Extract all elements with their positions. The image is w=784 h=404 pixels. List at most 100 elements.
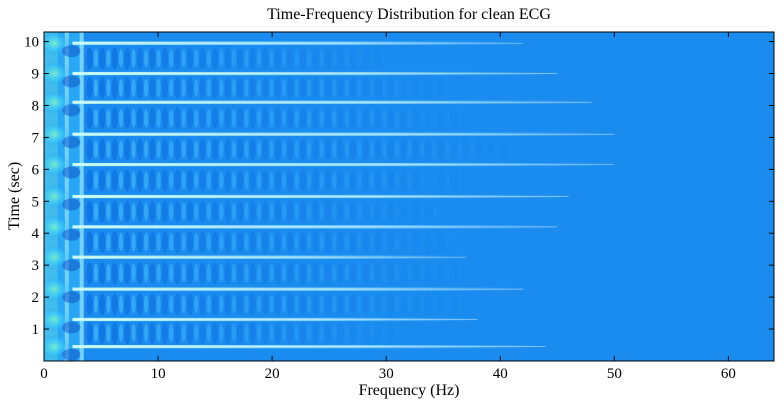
interference-cell: [161, 200, 169, 223]
interference-cell: [437, 169, 445, 192]
interference-cell-light: [244, 264, 249, 283]
interference-cell: [400, 138, 407, 161]
interference-cell: [362, 231, 369, 254]
interference-cell: [236, 47, 244, 70]
interference-cell: [362, 200, 369, 223]
interference-cell: [211, 76, 219, 99]
interference-cell: [287, 231, 294, 254]
interference-cell: [324, 47, 332, 70]
interference-cell: [400, 262, 407, 285]
interference-cell: [312, 322, 319, 345]
interference-cell: [299, 47, 307, 70]
interference-cell-light: [369, 78, 375, 97]
interference-cell-light: [231, 295, 237, 314]
interference-cell: [236, 138, 244, 161]
interference-cell: [437, 107, 445, 130]
interference-cell-light: [181, 78, 186, 97]
interference-cell: [199, 200, 206, 223]
interference-cell: [324, 200, 332, 223]
interference-cell-light: [369, 233, 375, 252]
interference-cell: [425, 76, 432, 99]
interference-cell: [224, 138, 231, 161]
interference-cell-light: [369, 109, 375, 128]
interference-cell: [450, 107, 457, 130]
interference-cell-light: [244, 233, 249, 252]
interference-cell-light: [269, 233, 274, 252]
interference-cell-light: [432, 295, 436, 313]
interference-cell-light: [256, 324, 262, 343]
interference-cell-light: [357, 78, 362, 97]
interference-cell: [337, 107, 344, 130]
interference-cell: [186, 262, 194, 285]
dc-dark-0: [62, 348, 81, 361]
interference-cell-light: [281, 109, 287, 128]
interference-cell: [387, 200, 394, 223]
interference-cell: [149, 47, 156, 70]
interference-cell: [174, 231, 181, 254]
interference-cell: [111, 200, 118, 223]
interference-cell-light: [256, 264, 262, 283]
interference-cell: [337, 47, 344, 70]
interference-cell-light: [332, 49, 337, 68]
interference-cell: [412, 262, 420, 285]
interference-cell-light: [281, 171, 287, 190]
interference-cell-light: [93, 78, 99, 97]
dc-dark-10: [62, 45, 81, 58]
interference-cell-light: [194, 202, 199, 221]
interference-cell-light: [281, 324, 287, 343]
interference-cell-light: [382, 49, 386, 67]
interference-cell: [437, 231, 445, 254]
interference-cell: [387, 138, 394, 161]
interference-cell-light: [281, 264, 287, 283]
interference-cell: [400, 200, 407, 223]
interference-cell: [262, 200, 269, 223]
interference-cell: [425, 231, 432, 254]
interference-cell-light: [256, 49, 262, 68]
interference-cell: [149, 231, 156, 254]
interference-cell: [387, 322, 394, 345]
interference-cell: [161, 262, 169, 285]
interference-cell-light: [206, 78, 212, 97]
interference-cell-light: [181, 140, 186, 159]
interference-cell-light: [244, 202, 249, 221]
interference-cell-light: [131, 233, 136, 252]
interference-cell-light: [369, 295, 375, 314]
interference-cell-light: [458, 295, 462, 313]
interference-cell-light: [206, 233, 212, 252]
interference-cell: [412, 169, 420, 192]
interference-cell-light: [281, 233, 287, 252]
interference-cell: [312, 293, 319, 316]
interference-cell: [287, 322, 294, 345]
interference-cell-light: [445, 109, 449, 127]
interference-cell: [450, 138, 457, 161]
interference-cell: [287, 138, 294, 161]
interference-cell-light: [194, 140, 199, 159]
interference-cell: [249, 169, 256, 192]
interference-cell-light: [344, 233, 350, 252]
interference-cell-light: [244, 171, 249, 190]
interference-cell: [199, 293, 206, 316]
interference-cell-light: [219, 109, 224, 128]
interference-band-1: [86, 293, 462, 316]
interference-cell: [149, 293, 156, 316]
interference-cell: [337, 262, 344, 285]
interference-cell: [86, 47, 93, 70]
interference-cell-light: [281, 140, 287, 159]
interference-cell-light: [118, 295, 124, 314]
interference-cell-light: [231, 49, 237, 68]
heatmap-layer: [44, 32, 615, 361]
interference-cell: [450, 262, 457, 285]
interference-cell-light: [269, 78, 274, 97]
interference-cell-light: [93, 233, 99, 252]
interference-cell-light: [332, 324, 337, 343]
interference-cell: [400, 169, 407, 192]
interference-cell-light: [407, 78, 412, 97]
interference-cell-light: [382, 324, 386, 342]
interference-cell: [186, 138, 194, 161]
dc-dark-3: [62, 259, 81, 272]
interference-cell: [186, 107, 194, 130]
x-tick-label: 10: [151, 366, 166, 382]
y-axis-title: Time (sec): [6, 162, 23, 230]
interference-cell: [86, 107, 93, 130]
interference-cell-light: [131, 202, 136, 221]
